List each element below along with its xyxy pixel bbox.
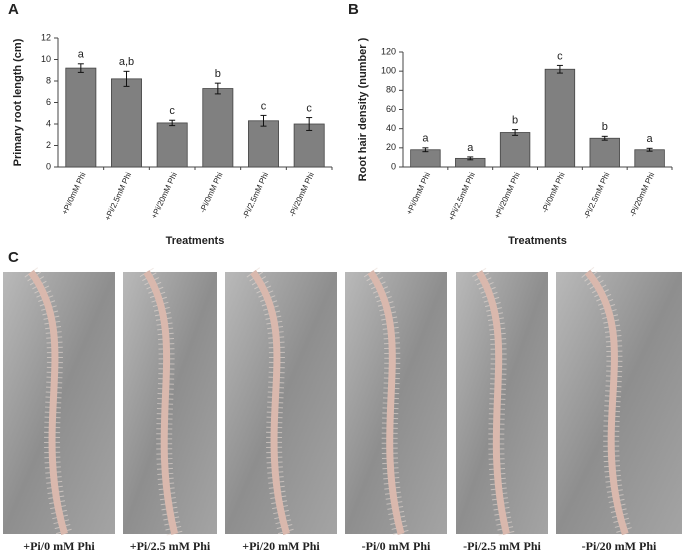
error-bar [467,156,474,161]
x-tick-label: +Pi/20mM Phi [493,171,522,220]
significance-letter: b [512,115,518,127]
significance-letter: c [557,50,563,62]
bar [293,123,325,168]
bar [410,149,441,168]
y-tick-label: 120 [381,46,396,56]
significance-letter: c [306,102,312,114]
bar [634,149,665,168]
error-bar [123,70,130,87]
error-bar [77,63,84,73]
bar [589,137,620,168]
x-axis-title: Treatments [166,235,225,247]
significance-letter: b [602,121,608,133]
significance-letter: b [215,68,221,80]
y-tick-label: 2 [46,140,51,150]
error-bar [260,114,267,127]
error-bar [306,117,313,131]
error-bar [169,119,176,127]
photo-caption: -Pi/2.5 mM Phi [463,539,541,553]
significance-letter: a [467,142,474,154]
root [28,269,68,535]
x-axis-title: Treatments [508,235,567,247]
significance-letter: c [261,100,267,112]
photo-caption: +Pi/0 mM Phi [23,539,95,553]
photo-caption: -Pi/0 mM Phi [362,539,431,553]
panel-label: A [8,1,19,18]
significance-letter: a,b [119,56,134,68]
panel-label: C [8,249,19,266]
photo-caption: -Pi/20 mM Phi [582,539,657,553]
y-tick-label: 0 [391,161,396,171]
significance-letter: a [422,133,429,145]
significance-letter: c [169,105,175,117]
panel-label: B [348,1,359,18]
error-bar [601,135,608,141]
photo-caption: +Pi/2.5 mM Phi [130,539,211,553]
y-tick-label: 40 [386,123,396,133]
y-axis-title: Root hair density (number ) [357,37,369,181]
bar [202,88,234,168]
y-tick-label: 100 [381,66,396,76]
x-tick-label: -Pi/20mM Phi [628,171,657,219]
x-tick-label: +Pi/2.5mM Phi [103,171,133,222]
x-tick-label: -Pi/20mM Phi [287,171,316,219]
y-tick-label: 0 [46,161,51,171]
y-tick-label: 80 [386,85,396,95]
x-tick-label: +Pi/0mM Phi [405,171,433,216]
error-bar [556,64,563,74]
y-tick-label: 12 [41,32,51,42]
error-bar [214,82,221,95]
y-tick-label: 60 [386,104,396,114]
x-tick-label: +Pi/0mM Phi [60,171,88,216]
y-tick-label: 8 [46,75,51,85]
error-bar [646,147,653,152]
x-tick-label: -Pi/2.5mM Phi [241,171,270,221]
x-tick-label: +Pi/20mM Phi [150,171,179,220]
y-tick-label: 6 [46,97,51,107]
significance-letter: a [647,133,654,145]
root [476,270,511,535]
y-tick-label: 4 [46,118,51,128]
bar [111,78,142,168]
x-tick-label: -Pi/0mM Phi [540,171,567,214]
photo-caption: +Pi/20 mM Phi [242,539,320,553]
y-axis-title: Primary root length (cm) [12,38,24,166]
x-tick-label: -Pi/2.5mM Phi [582,171,611,221]
x-tick-label: +Pi/2.5mM Phi [447,171,477,222]
x-tick-label: -Pi/0mM Phi [198,171,225,214]
bar [544,68,576,168]
bar [248,120,279,168]
significance-letter: a [78,49,85,61]
error-bar [512,129,519,136]
root [367,270,405,535]
root [143,270,179,535]
y-tick-label: 10 [41,54,51,64]
error-bar [422,147,429,153]
bar [499,132,531,168]
root [584,269,629,536]
bar [156,122,188,168]
bar [65,67,97,168]
root [250,269,290,535]
y-tick-label: 20 [386,142,396,152]
